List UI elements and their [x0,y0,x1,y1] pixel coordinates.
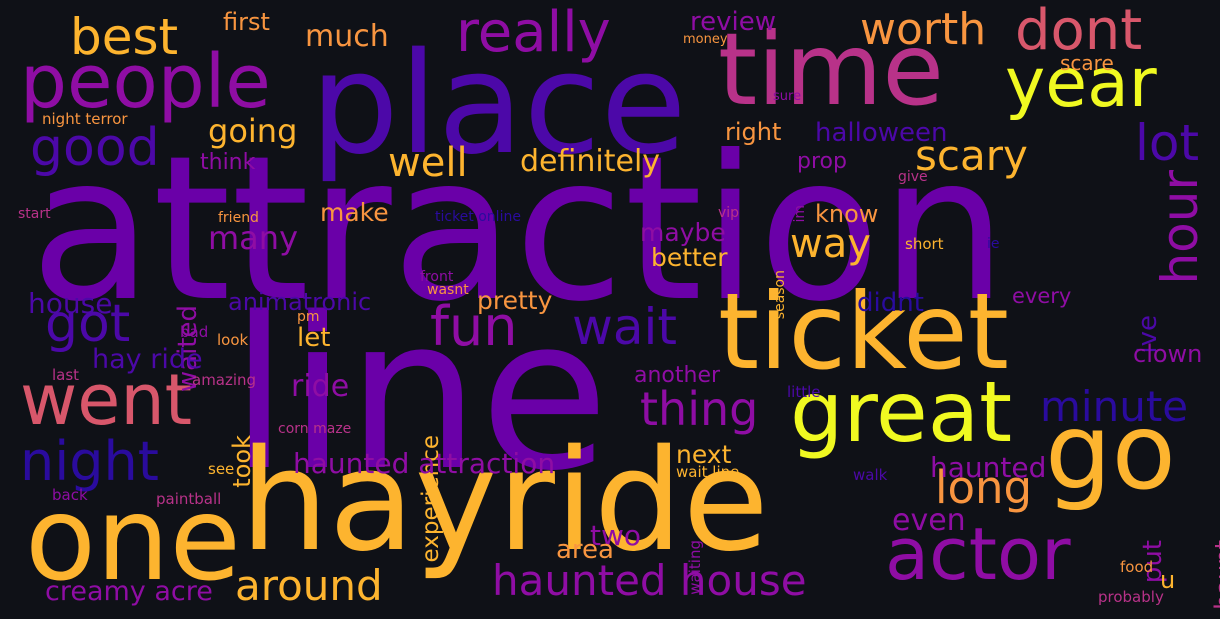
cloud-word-sure: sure [773,89,802,104]
cloud-word-amazing: amazing [192,371,257,389]
cloud-word-halloween: halloween [815,118,948,148]
cloud-word-ticket-online: ticket online [435,209,521,225]
cloud-word-year: year [1005,44,1157,123]
cloud-word-little: little [787,383,821,401]
cloud-word-last: last [52,366,80,384]
cloud-word-let: let [297,323,331,353]
cloud-word-actor: actor [885,512,1071,596]
cloud-word-ride: ride [291,369,350,404]
cloud-word-well: well [388,140,468,186]
cloud-word-waiting: waiting [686,540,704,595]
cloud-word-back: back [52,486,88,504]
cloud-word-long: long [935,461,1033,514]
cloud-word-really: really [456,0,611,65]
cloud-word-place: place [310,23,687,186]
cloud-word-short: short [905,235,944,253]
cloud-word-walk: walk [853,466,888,484]
cloud-word-money: money [683,32,728,47]
cloud-word-hayride: hayride [240,420,769,583]
cloud-word-im: im [792,205,808,223]
cloud-word-night-terror: night terror [42,110,128,128]
cloud-word-definitely: definitely [520,144,661,179]
cloud-word-u: u [1160,566,1176,594]
cloud-word-another: another [634,363,721,388]
cloud-word-didnt: didnt [857,288,924,318]
cloud-word-people: people [20,39,271,125]
cloud-word-clown: clown [1133,340,1203,368]
cloud-word-every: every [1012,284,1072,308]
cloud-word-wait-line: wait line [676,463,740,481]
cloud-word-line: line [230,272,609,517]
cloud-word-much: much [305,19,389,54]
cloud-word-going: going [208,112,298,150]
cloud-word-review: review [690,7,776,37]
cloud-word-know: know [815,200,879,228]
cloud-word-ticket: ticket [718,271,1009,393]
cloud-word-area: area [556,535,614,565]
cloud-word-corn-maze: corn maze [278,421,352,437]
cloud-word-haunted-house: haunted house [492,556,807,605]
cloud-word-ie: ie [987,236,1000,252]
cloud-word-wasnt: wasnt [427,282,469,298]
cloud-word-one: one [25,472,241,607]
cloud-word-house: house [28,287,113,320]
cloud-word-time: time [718,11,944,128]
cloud-word-best: best [70,8,179,66]
cloud-word-friend: friend [218,210,259,226]
cloud-word-right: right [725,118,782,146]
cloud-word-even: even [892,503,966,538]
cloud-word-food: food [1120,558,1154,576]
cloud-word-dont: dont [1015,0,1143,63]
cloud-word-fun: fun [430,295,518,358]
cloud-word-attraction: attraction [30,113,1008,346]
cloud-word-thing: thing [640,382,759,436]
cloud-word-give: give [898,169,928,185]
cloud-word-vip: vip [718,205,740,221]
cloud-word-prop: prop [797,149,847,174]
cloud-word-paintball: paintball [156,490,222,508]
cloud-word-scary: scary [915,131,1028,180]
cloud-word-wait: wait [572,298,678,356]
cloud-word-maybe: maybe [640,218,726,247]
cloud-word-next: next [676,440,732,469]
cloud-word-think: think [200,150,256,175]
cloud-word-went: went [20,359,193,441]
cloud-word-look: look [217,331,249,349]
cloud-word-minute: minute [1040,382,1189,431]
cloud-word-pm: pm [297,309,320,325]
cloud-word-creamy-acre: creamy acre [45,576,213,607]
cloud-word-better: better [651,243,728,272]
cloud-word-got: got [45,294,131,354]
cloud-word-animatronic: animatronic [228,288,372,316]
cloud-word-scare: scare [1060,51,1114,75]
cloud-word-haunt: haunt [1210,540,1220,610]
cloud-word-see: see [208,460,235,478]
cloud-word-lot: lot [1135,114,1200,172]
cloud-word-many: many [208,219,298,257]
cloud-word-night: night [20,430,159,493]
cloud-word-good: good [30,118,160,178]
cloud-word-go: go [1045,391,1176,513]
cloud-word-probably: probably [1098,588,1164,606]
cloud-word-worth: worth [860,4,987,55]
cloud-word-make: make [320,198,389,227]
cloud-word-great: great [790,363,1013,461]
cloud-word-haunted-attraction: haunted attraction [293,447,556,480]
cloud-word-hay-ride: hay ride [92,344,203,375]
cloud-word-way: way [790,221,871,267]
cloud-word-haunted: haunted [930,451,1047,484]
cloud-word-bad: bad [180,323,209,341]
cloud-word-two: two [590,519,642,552]
cloud-word-front: front [420,269,454,285]
cloud-word-pretty: pretty [477,286,553,315]
cloud-word-around: around [235,561,383,610]
cloud-word-start: start [18,206,51,222]
cloud-word-hour: hour [1151,170,1209,285]
cloud-word-first: first [223,8,270,36]
cloud-word-season: season [772,270,788,320]
